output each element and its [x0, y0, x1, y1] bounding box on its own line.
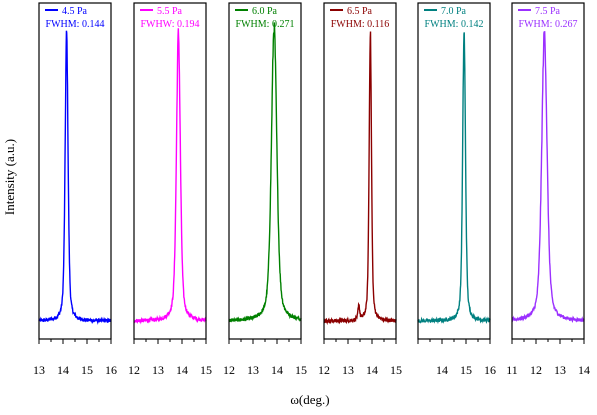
x-axis-label: ω(deg.) [290, 392, 329, 407]
panel-frame [228, 2, 302, 340]
legend-label: 7.0 Pa [441, 6, 467, 17]
fwhm-annotation: FWHW: 0.194 [140, 19, 199, 30]
series-line-5 [417, 32, 491, 325]
legend-label: 7.5 Pa [535, 6, 561, 17]
x-tick-label: 15 [460, 363, 472, 377]
series-line-2 [133, 28, 207, 325]
fwhm-annotation: FWHM: 0.116 [331, 19, 390, 30]
chart-panel-6: 11 12 13 14 7.5 Pa FWHM: 0.267 [506, 2, 590, 377]
legend-label: 6.0 Pa [252, 6, 278, 17]
x-tick-label: 16 [484, 363, 496, 377]
x-tick-label: 14 [366, 363, 378, 377]
series-line-6 [511, 31, 585, 324]
panel-frame [38, 2, 112, 340]
x-tick-label: 15 [81, 363, 93, 377]
x-tick-label: 12 [223, 363, 235, 377]
x-tick-label: 13 [152, 363, 164, 377]
chart-panel-3: 12 13 14 15 6.0 Pa FWHM: 0.271 [223, 2, 307, 377]
x-tick-label: 14 [176, 363, 188, 377]
series-line-1 [38, 30, 112, 325]
x-tick-label: 12 [318, 363, 330, 377]
legend-label: 4.5 Pa [62, 6, 88, 17]
x-tick-label: 11 [506, 363, 518, 377]
fwhm-annotation: FWHM: 0.142 [425, 19, 484, 30]
fwhm-annotation: FWHM: 0.267 [519, 19, 578, 30]
x-tick-label: 14 [271, 363, 283, 377]
series-line-4 [323, 31, 397, 326]
x-tick-label: 13 [33, 363, 45, 377]
chart-panel-4: 12 13 14 15 6.5 Pa FWHM: 0.116 [318, 2, 402, 377]
x-tick-label: 15 [295, 363, 307, 377]
legend-label: 5.5 Pa [157, 6, 183, 17]
fwhm-annotation: FWHM: 0.144 [46, 19, 105, 30]
x-tick-label: 13 [342, 363, 354, 377]
panel-frame [323, 2, 397, 340]
chart-panel-1: 13 14 15 16 4.5 Pa FWHM: 0.144 [33, 2, 117, 377]
panel-frame [133, 2, 207, 340]
fwhm-annotation: FWHM: 0.271 [236, 19, 295, 30]
chart-panel-2: 12 13 14 15 5.5 Pa FWHW: 0.194 [128, 2, 212, 377]
x-tick-label: 12 [530, 363, 542, 377]
x-tick-label: 15 [200, 363, 212, 377]
series-line-3 [228, 22, 302, 323]
legend-label: 6.5 Pa [347, 6, 373, 17]
x-tick-label: 13 [554, 363, 566, 377]
x-tick-label: 14 [57, 363, 69, 377]
y-axis-label: Intensity (a.u.) [2, 139, 17, 215]
x-tick-label: 13 [247, 363, 259, 377]
x-tick-label: 14 [578, 363, 590, 377]
x-tick-label: 15 [390, 363, 402, 377]
panel-frame [417, 2, 491, 340]
panels: 13 14 15 16 4.5 Pa FWHM: 0.144 12 13 14 15 5.5 Pa F… [33, 2, 590, 377]
x-tick-label: 14 [436, 363, 448, 377]
chart-panel-5: 14 15 16 7.0 Pa FWHM: 0.142 [417, 2, 496, 377]
x-tick-label: 12 [128, 363, 140, 377]
x-tick-label: 16 [105, 363, 117, 377]
